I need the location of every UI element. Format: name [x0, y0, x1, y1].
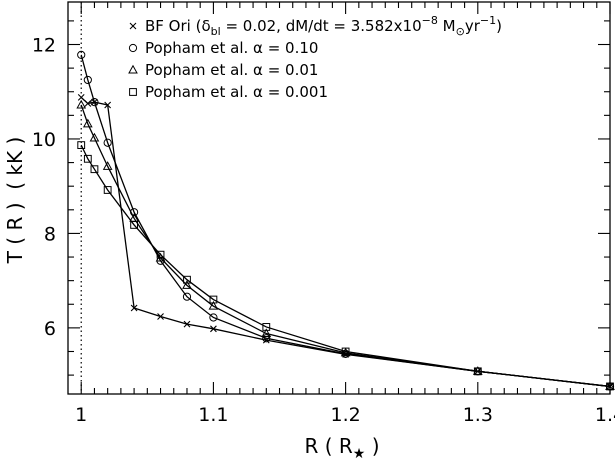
x-tick-label: 1.2 — [331, 404, 361, 426]
axis-tick-labels: 1 1.1 1.2 1.3 1.4 6 8 10 12 — [32, 35, 615, 426]
series-line — [80, 96, 611, 388]
data-point-x — [104, 101, 112, 109]
data-point-circle — [103, 138, 112, 147]
series-circle — [77, 50, 615, 391]
x-axis-label: R ( R★ ) — [304, 434, 379, 462]
data-point-x — [84, 100, 92, 107]
series-line — [80, 104, 611, 388]
series-triangle — [76, 99, 615, 390]
series-layer — [76, 50, 615, 391]
data-point-square — [103, 186, 112, 194]
series-x — [77, 94, 614, 390]
legend-marker-triangle — [128, 64, 138, 74]
data-point-square — [341, 347, 350, 356]
data-point-triangle — [76, 99, 87, 109]
data-point-circle — [90, 98, 99, 107]
data-point-square — [90, 165, 99, 174]
data-point-circle — [83, 75, 92, 85]
data-point-square — [262, 323, 271, 331]
data-point-triangle — [82, 118, 93, 128]
data-point-square — [83, 154, 92, 163]
y-axis-label: T ( R ) ( kK ) — [3, 137, 27, 265]
data-point-triangle — [261, 328, 272, 338]
data-point-square — [183, 275, 191, 284]
data-point-circle — [209, 313, 218, 322]
data-point-circle — [262, 334, 271, 343]
data-point-x — [183, 320, 191, 328]
data-point-square — [77, 141, 86, 150]
y-tick-label: 10 — [32, 129, 56, 151]
data-point-triangle — [89, 132, 100, 142]
data-point-square — [209, 295, 218, 304]
x-tick-label: 1.4 — [595, 404, 615, 426]
y-tick-label: 8 — [44, 223, 56, 245]
axis-ticks — [68, 2, 611, 394]
data-point-x — [130, 304, 138, 312]
legend-entry: Popham et al. α = 0.001 — [145, 83, 328, 101]
data-point-square — [130, 221, 138, 229]
legend-entry: Popham et al. α = 0.01 — [145, 61, 318, 79]
legend-marker-x — [129, 22, 137, 30]
legend-entry: BF Ori (δbl = 0.02, dM/dt = 3.582x10−8 M… — [145, 14, 502, 38]
x-tick-label: 1 — [75, 404, 87, 426]
data-point-x — [77, 94, 85, 101]
data-point-circle — [77, 50, 86, 59]
data-point-triangle — [182, 280, 192, 289]
series-line — [80, 54, 611, 388]
x-tick-label: 1.1 — [198, 404, 228, 426]
legend-marker-circle — [128, 43, 138, 53]
data-point-triangle — [208, 300, 219, 310]
data-point-circle — [182, 292, 192, 301]
series-line — [80, 144, 611, 388]
legend-marker-square — [129, 88, 137, 96]
y-tick-label: 6 — [44, 318, 56, 340]
data-point-triangle — [102, 161, 113, 170]
x-tick-label: 1.3 — [463, 404, 493, 426]
y-tick-label: 12 — [32, 35, 56, 57]
data-point-square — [156, 250, 165, 259]
data-point-square — [606, 382, 614, 391]
data-point-x — [210, 325, 217, 333]
legend: BF Ori (δbl = 0.02, dM/dt = 3.582x10−8 M… — [128, 14, 502, 101]
plot-frame — [67, 1, 611, 395]
series-square — [77, 141, 614, 391]
data-point-x — [157, 313, 164, 320]
data-point-square — [473, 367, 482, 376]
legend-entry: Popham et al. α = 0.10 — [145, 39, 318, 57]
